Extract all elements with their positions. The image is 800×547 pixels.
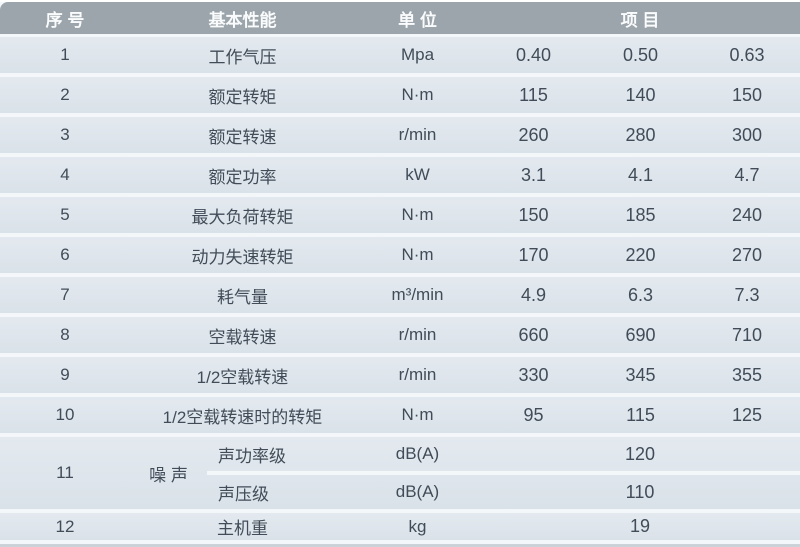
row-number: 2 bbox=[60, 85, 70, 104]
spec-name: 最大负荷转矩 bbox=[191, 207, 294, 227]
bottom-border bbox=[0, 544, 800, 547]
table-row-10: 10 1/2空载转速时的转矩 N·m 95 115 125 bbox=[0, 397, 800, 433]
table-row-5: 5 最大负荷转矩 N·m 150 185 240 bbox=[0, 197, 800, 233]
noise-sub-name-pressure: 声压级 bbox=[218, 484, 269, 504]
table-row-4: 4 额定功率 kW 3.1 4.1 4.7 bbox=[0, 157, 800, 193]
spec-value-2: 0.50 bbox=[622, 44, 659, 65]
spec-value-1: 95 bbox=[523, 404, 544, 425]
row-number: 12 bbox=[55, 516, 75, 536]
row-number: 8 bbox=[60, 325, 70, 344]
spec-name: 动力失速转矩 bbox=[191, 247, 294, 267]
row-number: 9 bbox=[60, 365, 70, 384]
spec-unit: kg bbox=[408, 516, 427, 536]
spec-value-merged: 110 bbox=[625, 481, 655, 502]
row-number: 10 bbox=[55, 405, 75, 424]
spec-name: 耗气量 bbox=[217, 287, 268, 307]
noise-subrow-divider bbox=[207, 471, 800, 475]
spec-value-3: 355 bbox=[731, 364, 763, 385]
spec-value-3: 710 bbox=[731, 324, 763, 345]
spec-unit: N·m bbox=[401, 245, 434, 264]
spec-unit: dB(A) bbox=[395, 444, 440, 463]
spec-unit: r/min bbox=[398, 365, 437, 384]
spec-value-2: 185 bbox=[625, 204, 656, 225]
spec-value-3: 7.3 bbox=[734, 284, 760, 305]
noise-group-label: 噪 声 bbox=[149, 465, 188, 485]
spec-name: 1/2空载转速 bbox=[196, 367, 289, 387]
row-number: 4 bbox=[60, 165, 70, 184]
spec-value-2: 280 bbox=[625, 124, 656, 145]
table-row-9: 9 1/2空载转速 r/min 330 345 355 bbox=[0, 357, 800, 393]
spec-value-1: 260 bbox=[518, 124, 549, 145]
spec-value-1: 3.1 bbox=[520, 164, 547, 185]
spec-name: 额定转速 bbox=[208, 127, 277, 147]
spec-unit: r/min bbox=[398, 325, 437, 344]
spec-value-3: 270 bbox=[731, 244, 763, 265]
bottom-padding bbox=[0, 540, 800, 544]
spec-value-1: 4.9 bbox=[520, 284, 547, 305]
header-cell-no: 序 号 bbox=[45, 10, 85, 30]
spec-name: 额定转矩 bbox=[208, 87, 277, 107]
spec-value-2: 345 bbox=[625, 364, 656, 385]
spec-value-3: 150 bbox=[731, 84, 763, 105]
spec-value-2: 115 bbox=[626, 404, 655, 425]
spec-unit: Mpa bbox=[400, 45, 435, 64]
header-cell-unit: 单 位 bbox=[398, 10, 437, 30]
table-row-7: 7 耗气量 m³/min 4.9 6.3 7.3 bbox=[0, 277, 800, 313]
row-number: 1 bbox=[60, 45, 70, 64]
noise-sub-name-power: 声功率级 bbox=[218, 446, 286, 466]
spec-name: 额定功率 bbox=[208, 167, 277, 187]
table-header-row: 序 号 基本性能 单 位 项 目 bbox=[0, 2, 800, 34]
row-number: 6 bbox=[60, 245, 70, 264]
spec-value-3: 4.7 bbox=[734, 164, 760, 185]
top-border bbox=[0, 0, 800, 2]
row-number: 11 bbox=[56, 463, 74, 482]
table-row-6: 6 动力失速转矩 N·m 170 220 270 bbox=[0, 237, 800, 273]
header-cell-performance: 基本性能 bbox=[208, 10, 277, 30]
row-number: 7 bbox=[60, 285, 70, 304]
spec-unit: N·m bbox=[401, 85, 434, 104]
spec-value-merged: 19 bbox=[629, 516, 651, 536]
row-number: 5 bbox=[60, 205, 70, 224]
table-row-11-noise: 11 噪 声 声功率级 dB(A) 120 声压级 dB(A) 110 bbox=[0, 437, 800, 509]
spec-value-2: 6.3 bbox=[627, 284, 654, 305]
spec-value-2: 690 bbox=[625, 324, 656, 345]
table-row-3: 3 额定转速 r/min 260 280 300 bbox=[0, 117, 800, 153]
spec-value-3: 0.63 bbox=[729, 44, 765, 65]
spec-value-merged: 120 bbox=[624, 443, 656, 464]
row-number: 3 bbox=[60, 125, 70, 144]
spec-value-1: 660 bbox=[518, 324, 549, 345]
table-row-8: 8 空载转速 r/min 660 690 710 bbox=[0, 317, 800, 353]
table-row-2: 2 额定转矩 N·m 115 140 150 bbox=[0, 77, 800, 113]
spec-value-2: 140 bbox=[625, 84, 656, 105]
spec-value-2: 220 bbox=[625, 244, 656, 265]
table-row-1: 1 工作气压 Mpa 0.40 0.50 0.63 bbox=[0, 37, 800, 73]
spec-value-1: 115 bbox=[519, 84, 548, 105]
spec-value-3: 240 bbox=[731, 204, 763, 225]
spec-value-2: 4.1 bbox=[627, 164, 654, 185]
spec-value-3: 300 bbox=[731, 124, 763, 145]
spec-value-1: 170 bbox=[518, 244, 549, 265]
spec-value-1: 0.40 bbox=[515, 44, 552, 65]
spec-value-3: 125 bbox=[731, 404, 763, 425]
spec-unit: kW bbox=[405, 165, 430, 184]
spec-unit: dB(A) bbox=[395, 482, 440, 501]
spec-name: 工作气压 bbox=[208, 47, 277, 67]
table-row-12: 12 主机重 kg 19 bbox=[0, 513, 800, 540]
spec-value-1: 150 bbox=[518, 204, 549, 225]
spec-unit: r/min bbox=[398, 125, 437, 144]
header-cell-items: 项 目 bbox=[620, 10, 660, 30]
spec-unit: N·m bbox=[401, 405, 434, 424]
spec-name: 1/2空载转速时的转矩 bbox=[162, 407, 323, 427]
spec-unit: N·m bbox=[401, 205, 434, 224]
spec-name: 主机重 bbox=[217, 519, 268, 538]
spec-value-1: 330 bbox=[518, 364, 549, 385]
spec-name: 空载转速 bbox=[208, 327, 277, 347]
spec-unit: m³/min bbox=[391, 285, 444, 304]
